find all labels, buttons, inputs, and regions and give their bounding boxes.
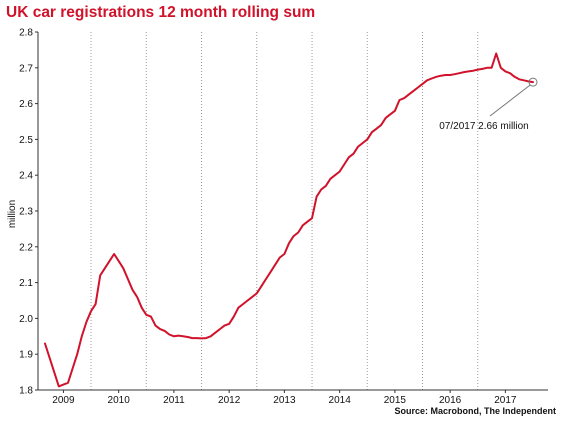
x-tick-label: 2012: [218, 395, 241, 406]
y-tick-label: 2.3: [19, 207, 33, 218]
x-tick-label: 2009: [52, 395, 75, 406]
y-tick-label: 2.7: [19, 63, 33, 74]
annotation-marker: [528, 77, 538, 87]
x-tick-label: 2015: [384, 395, 407, 406]
source-note: Source: Macrobond, The Independent: [394, 406, 556, 416]
y-tick-label: 1.8: [19, 386, 33, 397]
x-tick-label: 2016: [439, 395, 462, 406]
annotation-label: 07/2017 2.66 million: [439, 121, 529, 132]
chart-title: UK car registrations 12 month rolling su…: [6, 4, 316, 21]
annotation-leader: [489, 84, 531, 117]
axis-layer: 1.8 1.9 2.0 2.1 2.2 2.3 2.4 2.5 2.6 2.7 2.8 2009 201…: [19, 28, 548, 406]
series-layer: [44, 52, 534, 388]
x-tick-label: 2010: [108, 395, 131, 406]
y-tick-label: 2.0: [19, 314, 33, 325]
y-axis-label: million: [7, 200, 18, 228]
y-tick-label: 2.1: [19, 278, 33, 289]
x-tick-label: 2014: [329, 395, 352, 406]
x-tick-label: 2017: [494, 395, 517, 406]
y-tick-label: 1.9: [19, 350, 33, 361]
y-tick-label: 2.4: [19, 171, 33, 182]
series-line: [44, 52, 534, 388]
y-tick-label: 2.5: [19, 135, 33, 146]
x-tick-label: 2011: [163, 395, 185, 406]
x-tick-label: 2013: [273, 395, 296, 406]
annotation-layer: 07/2017 2.66 million: [439, 77, 538, 132]
y-tick-label: 2.8: [19, 28, 33, 39]
y-tick-label: 2.2: [19, 242, 33, 253]
y-tick-label: 2.6: [19, 99, 33, 110]
